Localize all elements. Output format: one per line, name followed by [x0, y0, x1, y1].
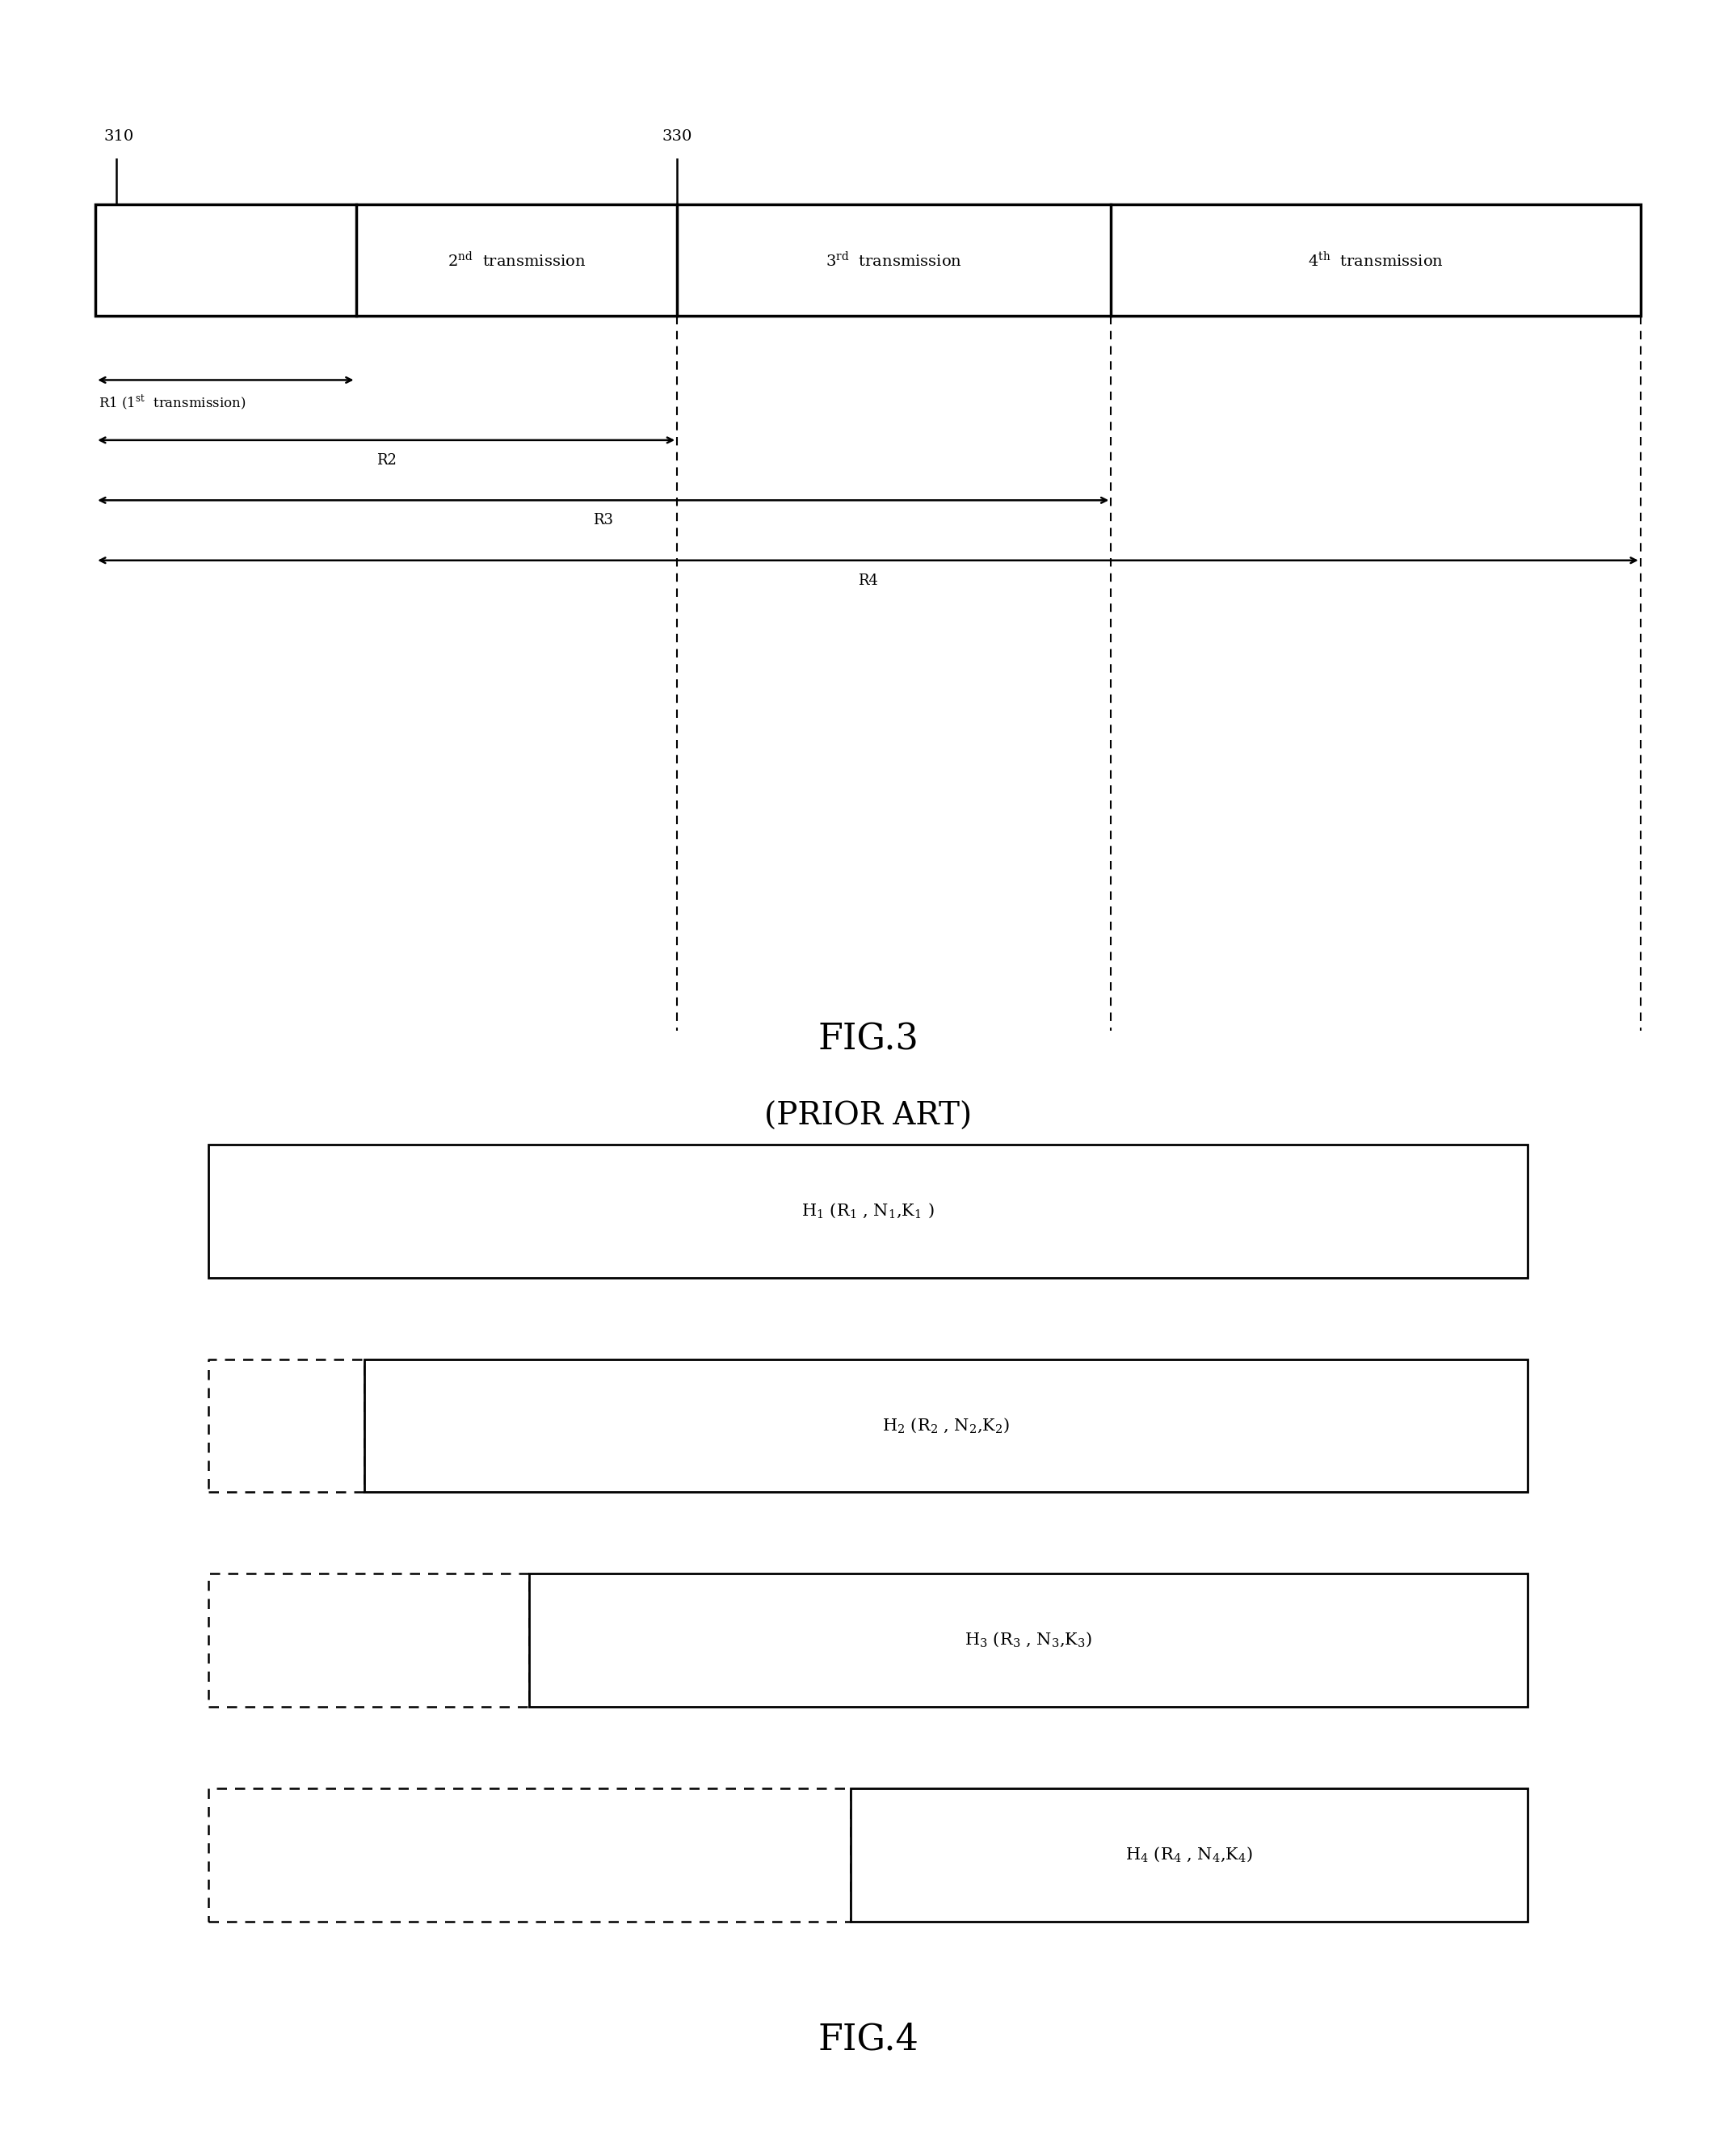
Bar — [851, 1788, 1528, 1922]
Bar — [529, 1574, 1528, 1707]
Text: R3: R3 — [594, 513, 613, 528]
Bar — [95, 204, 1641, 316]
Text: FIG.3: FIG.3 — [818, 1022, 918, 1056]
Bar — [365, 1359, 1528, 1492]
Text: (PRIOR ART): (PRIOR ART) — [764, 1101, 972, 1131]
Text: 330: 330 — [661, 129, 693, 144]
Text: H$_{\mathregular{2}}$ (R$_{\mathregular{2}}$ , N$_{\mathregular{2}}$,K$_{\mathre: H$_{\mathregular{2}}$ (R$_{\mathregular{… — [882, 1417, 1010, 1434]
Text: 3$^{\mathregular{rd}}$  transmission: 3$^{\mathregular{rd}}$ transmission — [826, 251, 962, 268]
Text: R2: R2 — [377, 453, 396, 468]
Text: R1 (1$^{\mathregular{st}}$  transmission): R1 (1$^{\mathregular{st}}$ transmission) — [99, 393, 247, 412]
Text: 2$^{\mathregular{nd}}$  transmission: 2$^{\mathregular{nd}}$ transmission — [448, 251, 585, 268]
Text: H$_{\mathregular{3}}$ (R$_{\mathregular{3}}$ , N$_{\mathregular{3}}$,K$_{\mathre: H$_{\mathregular{3}}$ (R$_{\mathregular{… — [965, 1632, 1092, 1649]
Text: H$_{\mathregular{1}}$ (R$_{\mathregular{1}}$ , N$_{\mathregular{1}}$,K$_{\mathre: H$_{\mathregular{1}}$ (R$_{\mathregular{… — [802, 1202, 934, 1219]
Text: H$_{\mathregular{4}}$ (R$_{\mathregular{4}}$ , N$_{\mathregular{4}}$,K$_{\mathre: H$_{\mathregular{4}}$ (R$_{\mathregular{… — [1125, 1846, 1253, 1864]
Bar — [208, 1144, 1528, 1277]
Text: 310: 310 — [104, 129, 134, 144]
Text: 4$^{\mathregular{th}}$  transmission: 4$^{\mathregular{th}}$ transmission — [1307, 251, 1444, 268]
Text: FIG.4: FIG.4 — [818, 2022, 918, 2057]
Text: R4: R4 — [858, 573, 878, 588]
